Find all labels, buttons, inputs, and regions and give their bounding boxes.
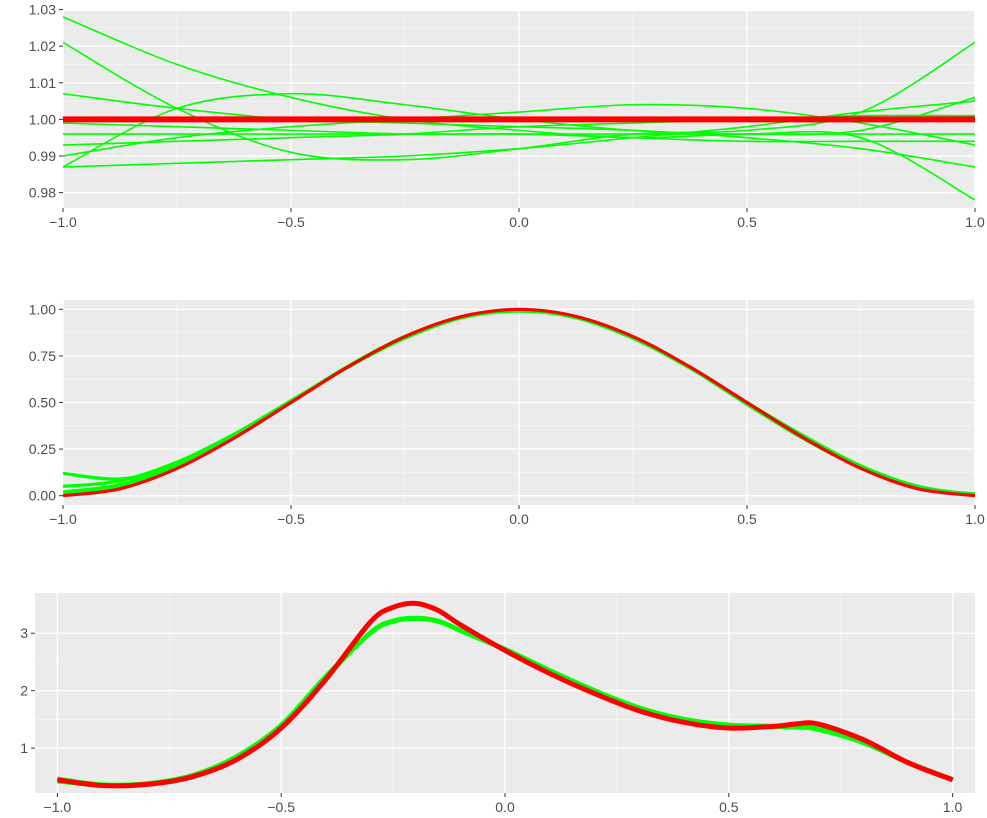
estimate-line-10 [63, 122, 975, 143]
y-tick-label: 0.98 [29, 185, 56, 201]
series-lines [63, 307, 975, 498]
y-tick-label: 0.00 [29, 488, 56, 504]
series-lines [57, 600, 954, 789]
x-tick-label: 0.0 [495, 799, 515, 815]
axes: −1.0 −0.5 0.0 0.5 1.0 0.98 0.99 1.00 1.01 1.02 1.0… [29, 2, 985, 230]
y-tick-label: 0.75 [29, 348, 56, 364]
x-tick-label: 1.0 [943, 799, 963, 815]
y-tick-label: 1.01 [29, 75, 56, 91]
x-tick-label: 0.5 [719, 799, 739, 815]
y-tick-label: 3 [20, 625, 28, 641]
y-tick-label: 1 [20, 740, 28, 756]
gridlines [62, 8, 976, 208]
chart-panel-1: −1.0 −0.5 0.0 0.5 1.0 0.98 0.99 1.00 1.01 1.02 1.0… [29, 2, 985, 230]
x-tick-label: 0.0 [509, 511, 529, 527]
axes: −1.0 −0.5 0.0 0.5 1.0 1 2 3 [20, 625, 962, 815]
series-lines [63, 16, 975, 201]
axes: −1.0 −0.5 0.0 0.5 1.0 0.00 0.25 0.50 0.75 1.00 [29, 301, 985, 527]
x-tick-label: 1.0 [965, 214, 985, 230]
chart-panel-2: −1.0 −0.5 0.0 0.5 1.0 0.00 0.25 0.50 0.75 1.00 [29, 300, 985, 527]
truth-line-1 [63, 307, 975, 498]
x-tick-label: −1.0 [49, 214, 77, 230]
x-tick-label: −1.0 [49, 511, 77, 527]
y-tick-label: 2 [20, 683, 28, 699]
estimate-line-2 [63, 16, 975, 201]
x-tick-label: −1.0 [44, 799, 72, 815]
x-tick-label: 0.0 [509, 214, 529, 230]
y-tick-label: 1.03 [29, 2, 56, 18]
x-tick-label: −0.5 [277, 511, 305, 527]
x-tick-label: 1.0 [965, 511, 985, 527]
x-tick-label: 0.5 [737, 214, 757, 230]
gridlines [35, 593, 975, 793]
x-tick-label: −0.5 [267, 799, 295, 815]
y-tick-label: 0.99 [29, 148, 56, 164]
estimate-line-4 [57, 616, 954, 787]
y-tick-label: 1.02 [29, 38, 56, 54]
x-tick-label: 0.5 [737, 511, 757, 527]
x-tick-label: −0.5 [277, 214, 305, 230]
y-tick-label: 1.00 [29, 301, 56, 317]
truth-line-1 [57, 600, 954, 789]
y-tick-label: 0.50 [29, 395, 56, 411]
chart-panel-3: −1.0 −0.5 0.0 0.5 1.0 1 2 3 [20, 593, 975, 815]
y-tick-label: 0.25 [29, 441, 56, 457]
y-tick-label: 1.00 [29, 111, 56, 127]
